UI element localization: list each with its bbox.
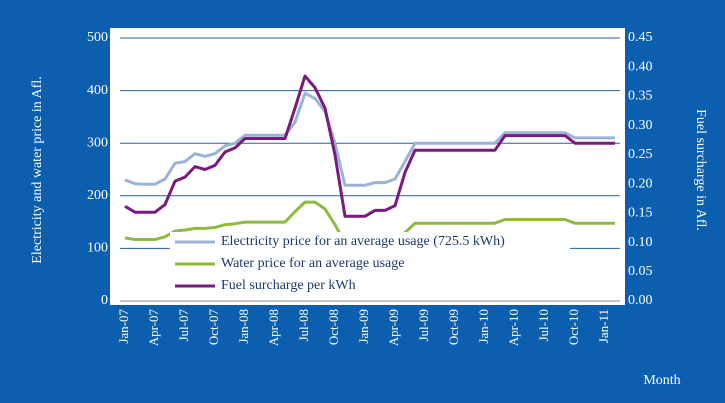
x-tick-label: Jul-09	[416, 309, 431, 342]
y-tick-label: 500	[87, 30, 108, 45]
x-tick-label: Oct-08	[326, 309, 341, 345]
y2-tick-label: 0.10	[628, 235, 653, 250]
y2-tick-label: 0.45	[628, 30, 653, 45]
x-axis-title: Month	[643, 373, 680, 388]
y-axis-title: Electricity and water price in Afl.	[30, 76, 45, 263]
y2-tick-label: 0.40	[628, 59, 653, 74]
y2-tick-label: 0.05	[628, 264, 653, 279]
legend-label: Water price for an average usage	[221, 256, 404, 271]
x-tick-label: Oct-10	[566, 309, 581, 345]
x-tick-label: Jul-07	[176, 309, 191, 342]
y2-tick-label: 0.35	[628, 89, 653, 104]
x-tick-label: Jan-07	[116, 309, 131, 344]
x-tick-label: Jan-08	[236, 309, 251, 344]
y2-tick-label: 0.25	[628, 147, 653, 162]
x-tick-label: Jan-11	[596, 309, 611, 343]
x-tick-label: Oct-07	[206, 309, 221, 346]
y-tick-label: 0	[101, 293, 108, 308]
legend-label: Electricity price for an average usage (…	[221, 234, 505, 249]
line-series	[124, 91, 615, 187]
x-tick-label: Apr-07	[146, 309, 161, 347]
x-tick-label: Jan-10	[476, 309, 491, 344]
y-tick-label: 300	[87, 135, 108, 150]
y2-tick-label: 0.30	[628, 118, 653, 133]
y2-tick-label: 0.20	[628, 176, 653, 191]
y-tick-label: 100	[87, 241, 108, 256]
y-tick-label: 400	[87, 83, 108, 98]
y2-tick-label: 0.15	[628, 206, 653, 221]
legend-label: Fuel surcharge per kWh	[221, 278, 356, 293]
y2-axis-title: Fuel surcharge in Afl.	[693, 109, 708, 231]
x-tick-label: Jul-10	[536, 309, 551, 342]
x-tick-label: Apr-08	[266, 309, 281, 346]
x-tick-label: Apr-09	[386, 309, 401, 346]
x-tick-label: Jan-09	[356, 309, 371, 344]
x-tick-label: Oct-09	[446, 309, 461, 345]
legend-box	[170, 232, 570, 298]
y-tick-label: 200	[87, 188, 108, 203]
line-series	[124, 74, 615, 218]
x-tick-label: Apr-10	[506, 309, 521, 346]
x-tick-label: Jul-08	[296, 309, 311, 342]
y2-tick-label: 0.00	[628, 293, 653, 308]
